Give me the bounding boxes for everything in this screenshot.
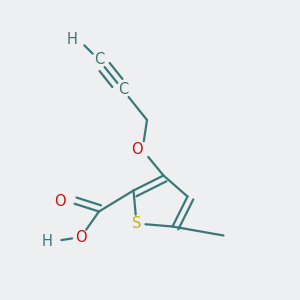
Text: H: H: [67, 32, 78, 46]
Text: H: H: [42, 234, 52, 249]
Text: O: O: [75, 230, 87, 244]
Text: C: C: [94, 52, 104, 68]
Text: O: O: [131, 142, 142, 158]
Text: S: S: [132, 216, 141, 231]
Text: C: C: [118, 82, 128, 98]
Text: O: O: [54, 194, 66, 208]
